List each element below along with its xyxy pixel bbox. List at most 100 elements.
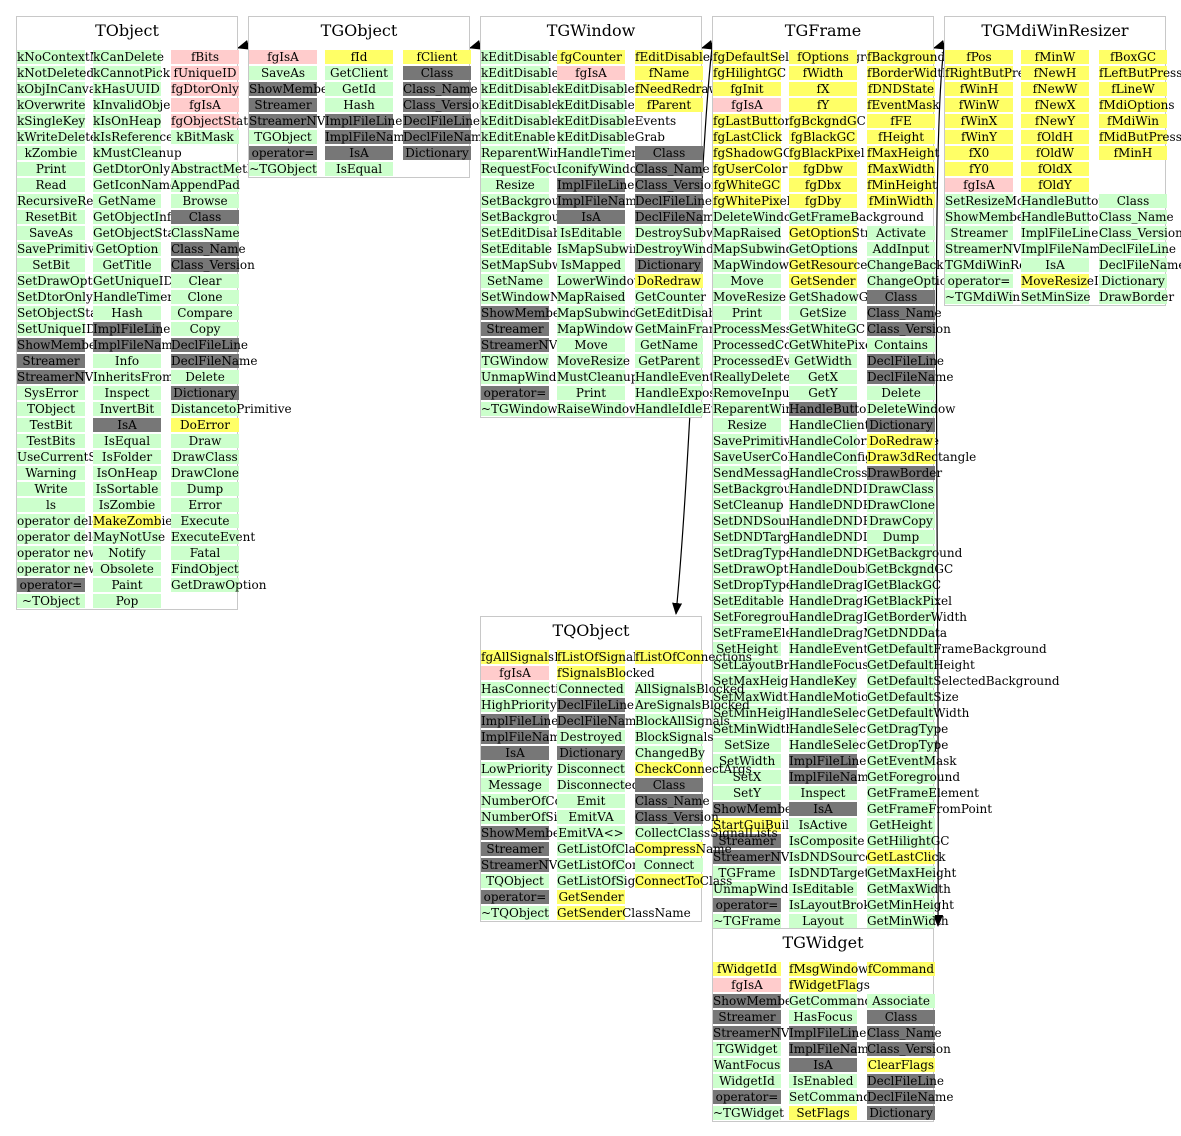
class-member: HandleIdleEvent <box>635 402 738 416</box>
class-member: GetListOfConnections <box>557 858 692 872</box>
class-title-tgwidget: TGWidget <box>782 933 864 952</box>
class-member: ClassName <box>171 226 240 240</box>
class-member: fCommand <box>867 962 935 976</box>
class-member: Compare <box>171 306 239 320</box>
class-member: fListOfSignals <box>557 650 644 664</box>
class-member: SetY <box>713 786 781 800</box>
class-member: fMinWidth <box>867 194 935 208</box>
class-title-tgframe: TGFrame <box>784 21 862 40</box>
class-member: DeleteWindow <box>867 402 956 416</box>
class-member: kObjInCanvas <box>17 82 103 96</box>
class-member: ~TGFrame <box>713 914 781 928</box>
class-member: GetOption <box>93 242 161 256</box>
class-member: DeclFileName <box>867 370 954 384</box>
class-member: GetDefaultFrameBackground <box>867 642 1047 656</box>
empty-cell <box>635 130 703 144</box>
class-member: fY0 <box>945 162 1013 176</box>
class-member: fMdiWin <box>1099 114 1167 128</box>
class-member: operator delete[] <box>17 530 121 544</box>
class-box-tgobject: TGObject fgIsA SaveAs ShowMembers Streamer S… <box>248 16 490 178</box>
class-member: fgDtorOnly <box>171 82 239 96</box>
class-member: IsActive <box>789 818 857 832</box>
class-member: GetBlackPixel <box>867 594 952 608</box>
class-member: TestBits <box>17 434 85 448</box>
class-member: fgDbw <box>789 162 857 176</box>
class-member: SetDrawOption <box>17 274 112 288</box>
class-member: fgUserColor <box>713 162 788 176</box>
class-column: kEditDisableHeight kEditDisableKeyEnable k… <box>481 50 624 418</box>
class-member: fMinHeight <box>867 178 937 192</box>
class-member: SetWindowName <box>481 290 587 304</box>
class-member: ChangedBy <box>635 746 705 760</box>
class-member: HandleDragLeave <box>789 610 900 624</box>
class-member: fgBlackGC <box>789 130 857 144</box>
empty-cell <box>867 978 935 992</box>
class-member: kEditDisableWidth <box>481 114 595 128</box>
class-member: Class <box>867 290 935 304</box>
class-member: SetBackgroundPixmap <box>481 210 620 224</box>
class-member: GetObjectInfo <box>93 210 179 224</box>
class-member: IsEqual <box>325 162 393 176</box>
class-member: SetResizeMode <box>945 194 1039 208</box>
class-member: HandleFocusChange <box>789 658 916 672</box>
class-member: fgObjectStat <box>171 114 249 128</box>
class-member: ImplFileLine <box>93 322 171 336</box>
class-member: SetDNDSource <box>713 514 806 528</box>
class-member: fgIsA <box>171 98 239 112</box>
class-box-tobject: TObject kNoContextMenu kNotDeleted kObjInC… <box>16 16 292 610</box>
class-member: ~TGWidget <box>713 1106 784 1120</box>
class-member: IsA <box>1021 258 1089 272</box>
class-member: fX <box>789 82 857 96</box>
class-member: AddInput <box>867 242 935 256</box>
class-member: HandleTimer <box>93 290 174 304</box>
class-member: kMustCleanup <box>93 146 182 160</box>
class-member: fNewY <box>1021 114 1089 128</box>
class-member: ConnectToClass <box>635 874 733 888</box>
class-member: GetMinHeight <box>867 898 954 912</box>
class-member: kOverwrite <box>17 98 86 112</box>
class-member: SetMaxHeight <box>713 674 801 688</box>
class-column: fMsgWindow fWidgetFlags GetCommand HasFocus… <box>789 962 876 1122</box>
class-member: SetBackgroundColor <box>481 194 609 208</box>
class-member: GetSender <box>789 274 857 288</box>
class-box-tgmdiwinresizer: TGMdiWinResizer fPos fRightButPressed fWin… <box>944 16 1181 306</box>
class-member: kCannotPick <box>93 66 171 80</box>
class-member: GetOptions <box>789 242 858 256</box>
class-column: fBackground fBorderWidth fDNDState fEventMa… <box>867 50 1060 930</box>
class-member: Class_Name <box>635 794 710 808</box>
class-member: SaveUserColor <box>713 450 805 464</box>
class-member: StreamerNVirtual <box>481 338 591 352</box>
class-member: fMaxHeight <box>867 146 940 160</box>
class-member: Draw3dRectangle <box>867 450 977 464</box>
class-member: SetCommand <box>789 1090 871 1104</box>
empty-cell <box>635 114 703 128</box>
class-member: Streamer <box>481 842 549 856</box>
class-member: IsA <box>93 418 161 432</box>
class-member: IsEditable <box>789 882 857 896</box>
class-member: RaiseWindow <box>557 402 640 416</box>
class-member: fgIsA <box>713 978 781 992</box>
class-member: fWidgetFlags <box>789 978 870 992</box>
class-member: fgIsA <box>713 98 781 112</box>
class-column: fBits fUniqueID fgDtorOnly fgIsA fgObjectSta… <box>171 50 292 594</box>
class-member: HandleSelectionRequest <box>789 738 940 752</box>
class-member: fNewW <box>1021 82 1089 96</box>
class-member: HasConnection <box>481 682 575 696</box>
class-member: fgWhitePixel <box>713 194 791 208</box>
class-member: fWidth <box>789 66 857 80</box>
class-member: GetFrameBackground <box>789 210 924 224</box>
class-member: SetMapSubwindows <box>481 258 606 272</box>
class-member: kWriteDelete <box>17 130 98 144</box>
class-member: HasFocus <box>789 1010 857 1024</box>
class-member: HandleExpose <box>635 386 723 400</box>
class-member: Class_Name <box>1099 210 1174 224</box>
class-member: fOldH <box>1021 130 1089 144</box>
class-member: Inspect <box>93 386 161 400</box>
class-member: kEditDisableKeyEnable <box>481 66 624 80</box>
class-member: DrawBorder <box>867 466 943 480</box>
class-column: fgIsA SaveAs ShowMembers Streamer StreamerNV… <box>249 50 358 178</box>
class-member: SetName <box>481 274 549 288</box>
class-member: Hash <box>93 306 161 320</box>
class-member: Dictionary <box>1099 274 1167 288</box>
